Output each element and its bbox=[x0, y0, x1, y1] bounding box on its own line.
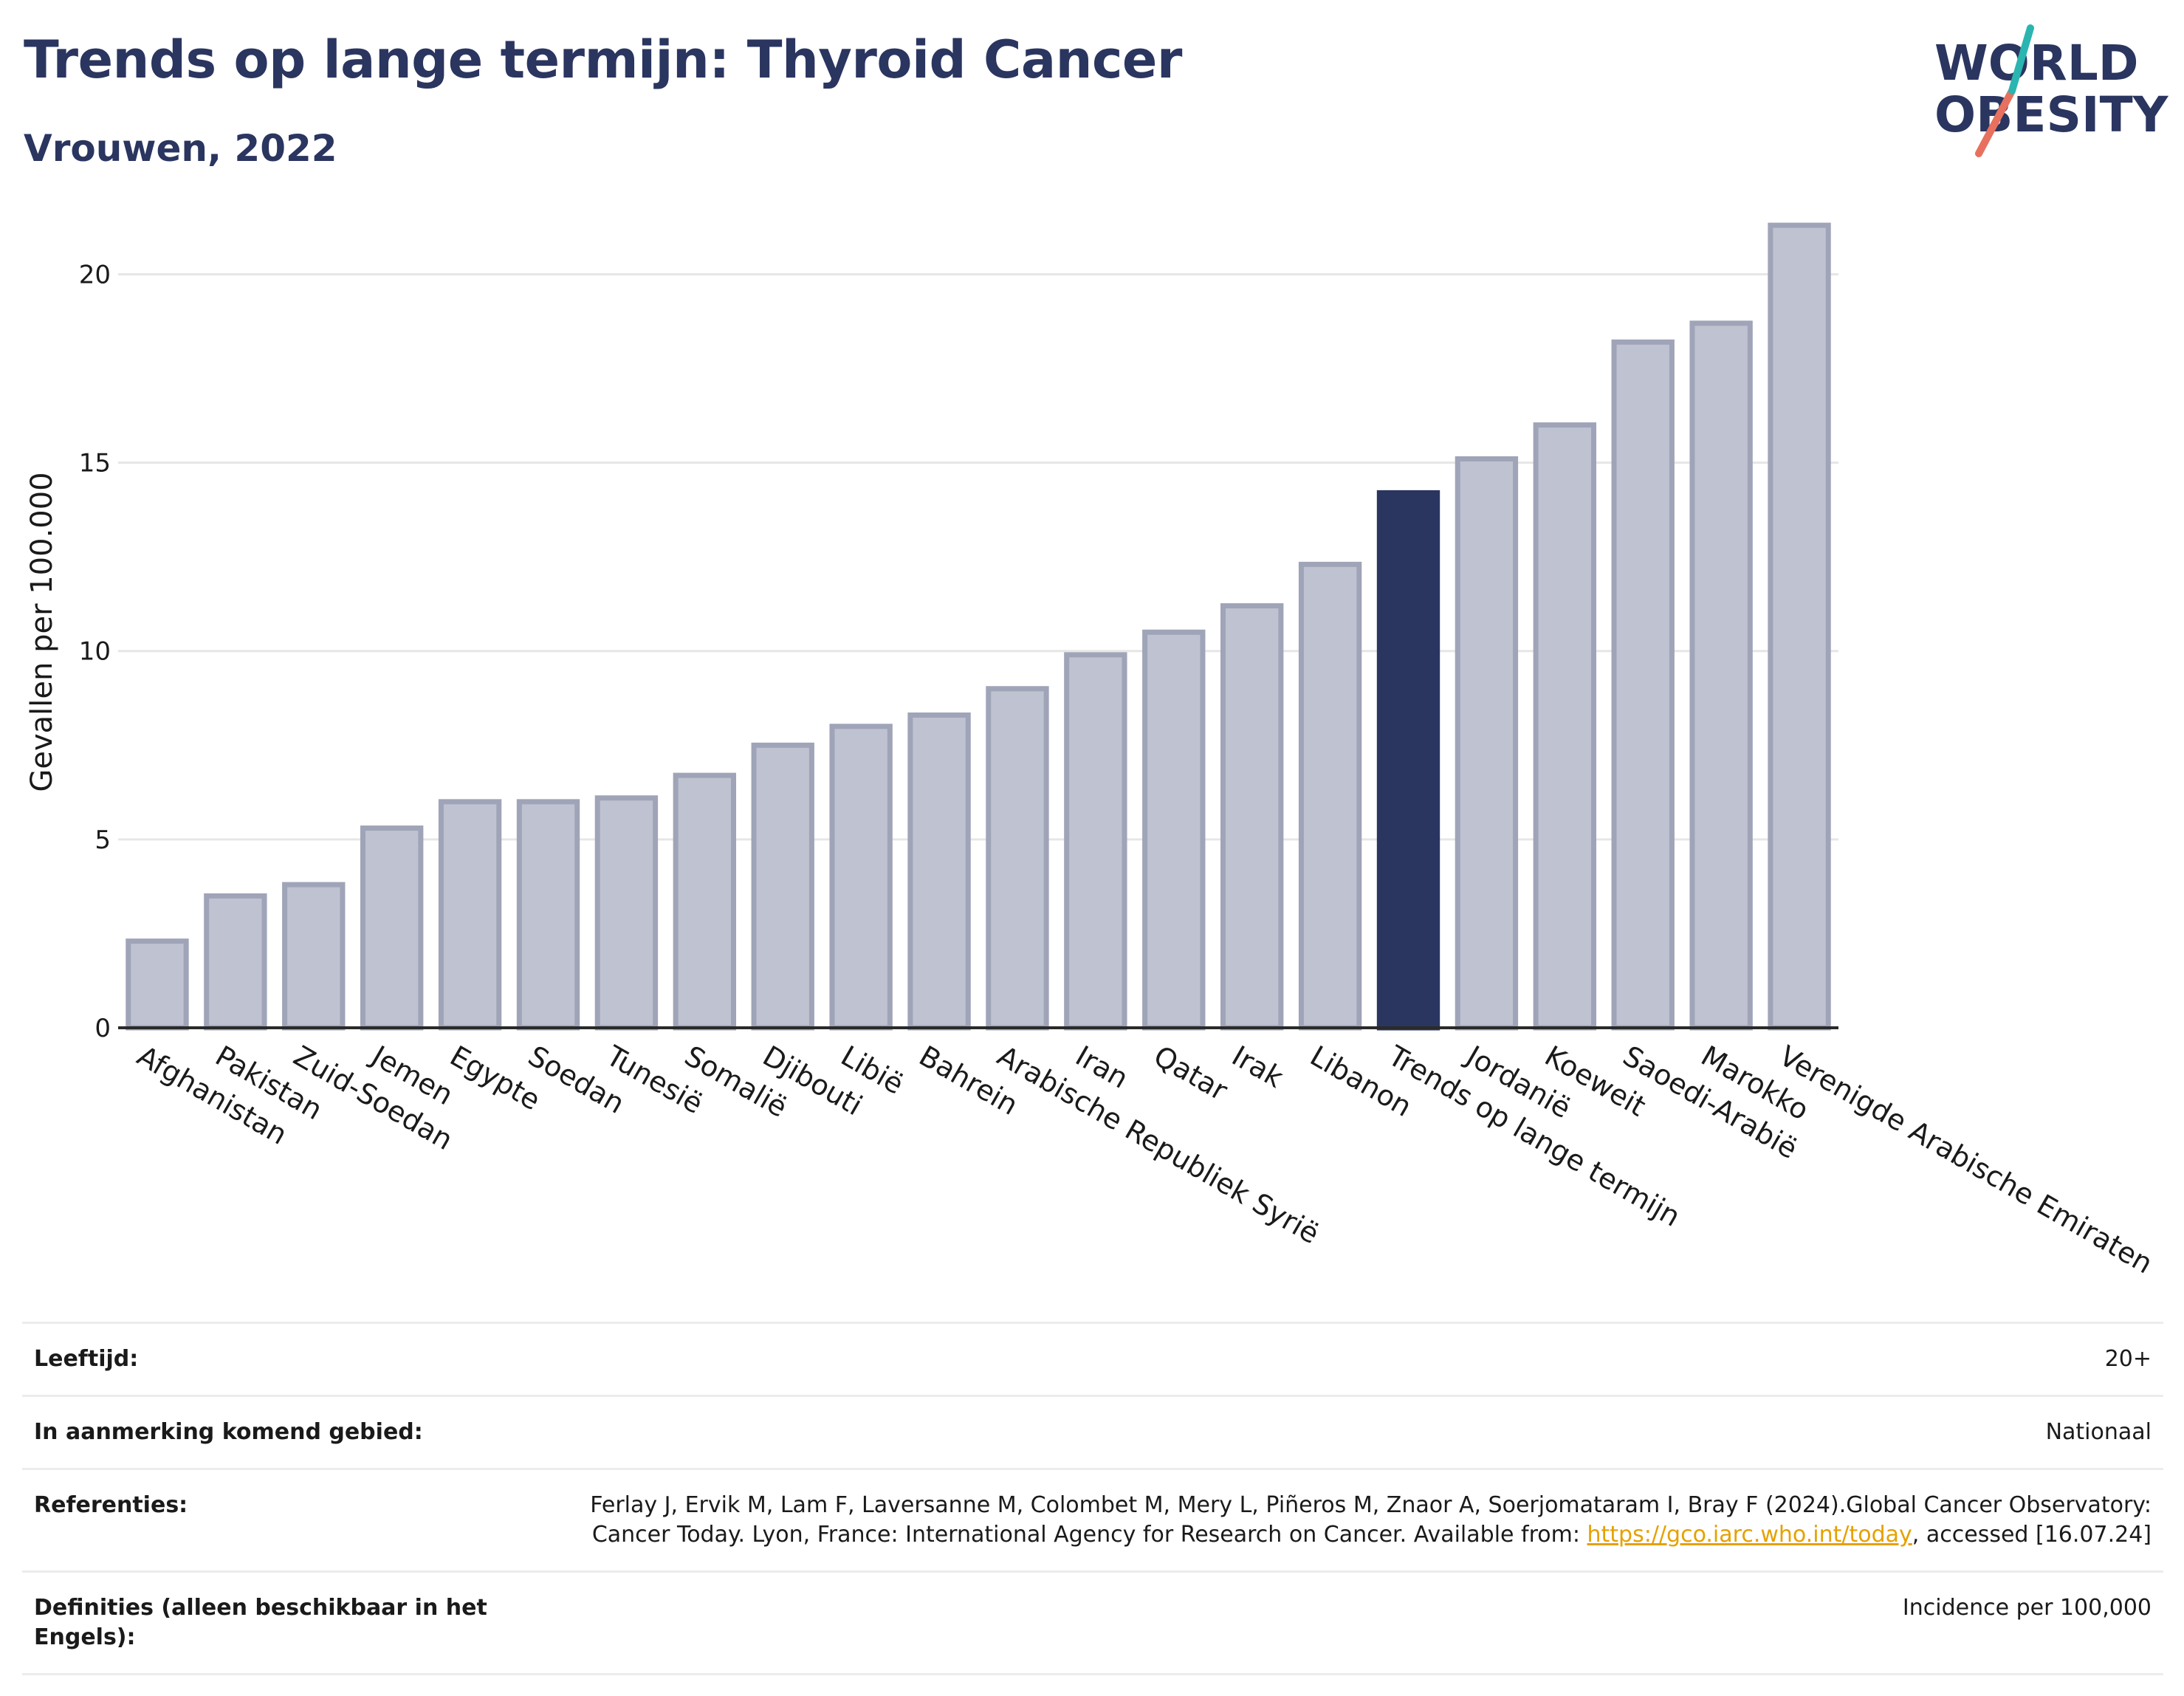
age-value: 20+ bbox=[2104, 1346, 2152, 1372]
logo-slash-teal bbox=[2008, 24, 2034, 95]
references-label: Referenties: bbox=[34, 1492, 188, 1518]
bar bbox=[907, 712, 971, 1031]
y-axis-title: Gevallen per 100.000 bbox=[25, 472, 59, 792]
y-tick-label: 10 bbox=[79, 637, 111, 667]
meta-row-definitions: Definities (alleen beschikbaar in het En… bbox=[22, 1570, 2163, 1675]
definitions-value: Incidence per 100,000 bbox=[1902, 1595, 2152, 1621]
bar bbox=[282, 882, 346, 1031]
bar bbox=[1142, 629, 1206, 1031]
bar bbox=[1455, 456, 1519, 1031]
bar bbox=[1220, 602, 1284, 1031]
y-tick-label: 5 bbox=[95, 825, 111, 855]
bar bbox=[594, 795, 659, 1031]
bar bbox=[438, 799, 502, 1031]
bar bbox=[126, 938, 189, 1031]
references-value: Ferlay J, Ervik M, Lam F, Laversanne M, … bbox=[527, 1491, 2152, 1550]
metadata-table: Leeftijd: 20+ In aanmerking komend gebie… bbox=[22, 1322, 2163, 1675]
bar bbox=[1064, 652, 1127, 1031]
references-link[interactable]: https://gco.iarc.who.int/today bbox=[1587, 1522, 1912, 1548]
y-tick-label: 15 bbox=[79, 449, 111, 478]
bar bbox=[1768, 222, 1831, 1031]
bar bbox=[1611, 339, 1675, 1031]
highlight-bar bbox=[1376, 490, 1440, 1031]
x-tick-label: Qatar bbox=[1148, 1040, 1233, 1108]
x-tick-label: Irak bbox=[1226, 1040, 1288, 1094]
x-tick-label: Verenigde Arabische Emiraten bbox=[1774, 1040, 2158, 1280]
meta-row-age: Leeftijd: 20+ bbox=[22, 1322, 2163, 1395]
logo-slash-red bbox=[1975, 87, 2016, 157]
bar bbox=[1533, 422, 1597, 1031]
world-obesity-logo: WORLD OBESITY bbox=[1934, 24, 2169, 157]
bar bbox=[204, 893, 267, 1031]
references-text: Ferlay J, Ervik M, Lam F, Laversanne M, … bbox=[590, 1492, 2152, 1548]
bar bbox=[829, 724, 893, 1031]
bar bbox=[986, 686, 1049, 1031]
y-tick-label: 0 bbox=[95, 1014, 111, 1043]
definitions-label: Definities (alleen beschikbaar in het En… bbox=[34, 1595, 487, 1650]
logo-line-1: WORLD bbox=[1934, 35, 2139, 92]
chart-title: Trends op lange termijn: Thyroid Cancer bbox=[24, 30, 1182, 90]
y-tick-label: 20 bbox=[79, 260, 111, 289]
x-tick-label: Egypte bbox=[444, 1040, 546, 1117]
chart-subtitle: Vrouwen, 2022 bbox=[24, 127, 337, 170]
bar bbox=[516, 799, 580, 1031]
bar bbox=[673, 772, 737, 1031]
meta-row-references: Referenties: Ferlay J, Ervik M, Lam F, L… bbox=[22, 1468, 2163, 1570]
bar bbox=[1689, 320, 1753, 1031]
age-label: Leeftijd: bbox=[34, 1346, 139, 1372]
bar bbox=[751, 742, 814, 1031]
area-label: In aanmerking komend gebied: bbox=[34, 1419, 423, 1445]
bar bbox=[1298, 561, 1362, 1031]
area-value: Nationaal bbox=[2045, 1419, 2152, 1445]
references-accessed: , accessed [16.07.24] bbox=[1912, 1522, 2152, 1548]
logo-line-2: OBESITY bbox=[1934, 86, 2169, 143]
bar bbox=[360, 825, 424, 1031]
meta-row-area: In aanmerking komend gebied: Nationaal bbox=[22, 1395, 2163, 1468]
